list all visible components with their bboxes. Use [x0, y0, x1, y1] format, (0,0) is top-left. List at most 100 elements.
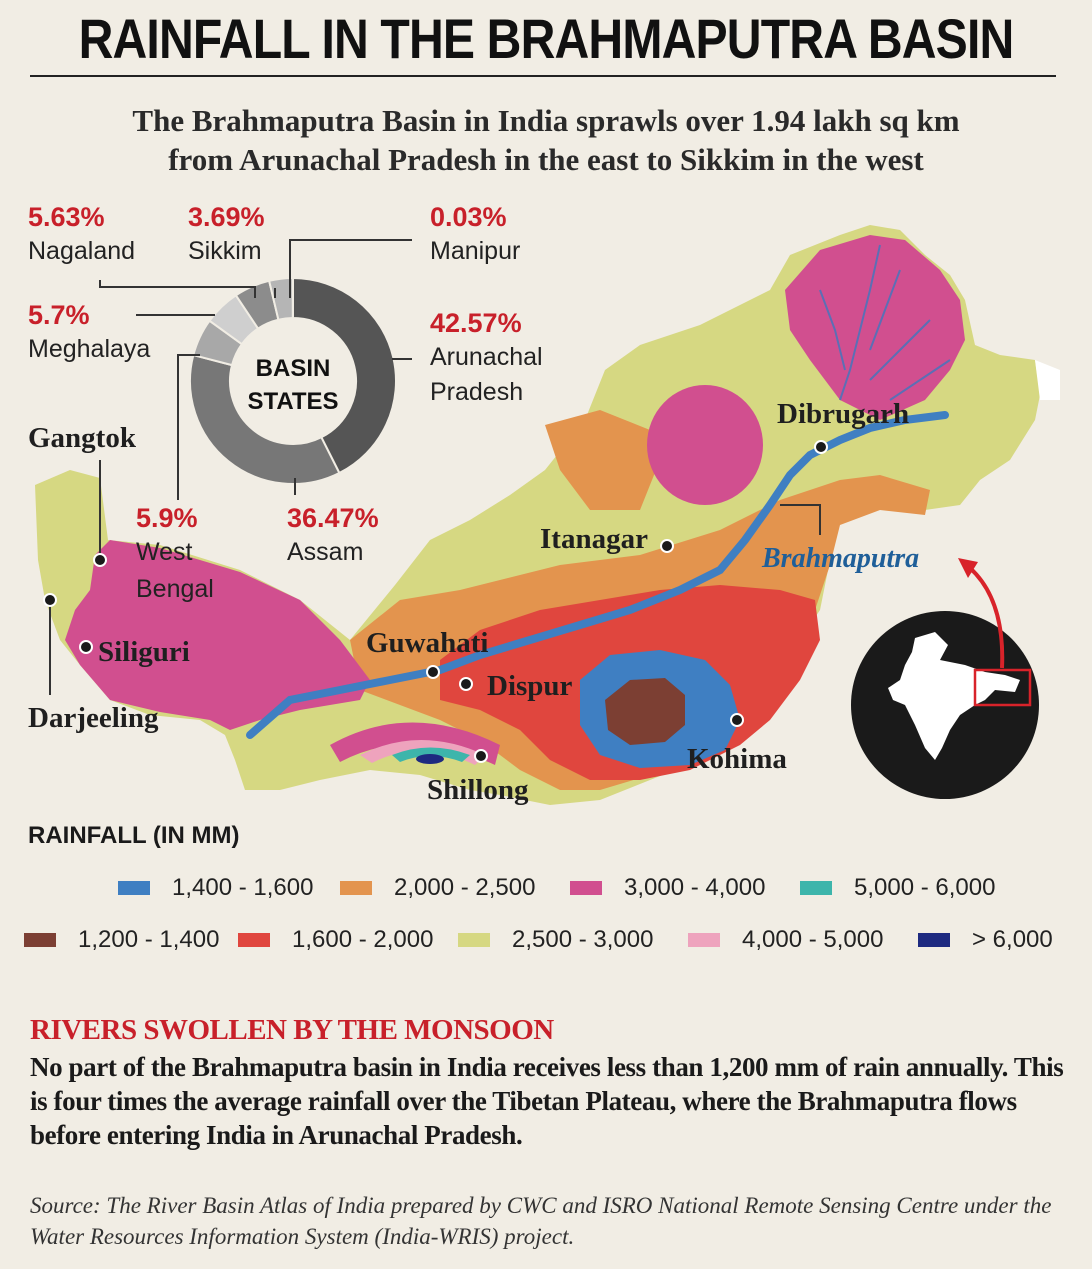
rain-zone-3000-4000-northeast — [785, 235, 965, 420]
city-dot-itanagar — [660, 539, 674, 553]
subtitle-line-2: from Arunachal Pradesh in the east to Si… — [168, 142, 924, 177]
state-percent: 5.63% — [28, 202, 105, 232]
city-label-itanagar: Itanagar — [540, 523, 648, 555]
legend-swatch — [118, 881, 150, 895]
state-name: Meghalaya — [28, 335, 151, 363]
city-dot-shillong — [474, 749, 488, 763]
river-label-brahmaputra: Brahmaputra — [762, 543, 920, 574]
rain-zone-4000-5000 — [360, 740, 485, 765]
donut-slice-assam — [189, 353, 341, 485]
legend-swatch — [918, 933, 950, 947]
legend-label: 1,200 - 1,400 — [78, 926, 220, 953]
state-name-line-1: West — [136, 538, 193, 566]
legend-label: 4,000 - 5,000 — [742, 926, 884, 953]
city-markers — [43, 440, 828, 763]
legend-item: 1,400 - 1,600 — [118, 874, 313, 902]
state-name-line-2: Pradesh — [430, 378, 524, 406]
tributary-network — [819, 244, 951, 401]
state-percent: 3.69% — [188, 202, 265, 232]
legend-item: 1,200 - 1,400 — [24, 926, 219, 954]
state-name: Sikkim — [188, 237, 262, 265]
state-name-line-1: Arunachal — [430, 343, 543, 371]
state-name-line-2: Bengal — [136, 575, 214, 603]
city-label-dispur: Dispur — [487, 670, 573, 702]
donut-hole — [231, 319, 355, 443]
legend-label: > 6,000 — [972, 926, 1053, 953]
city-label-guwahati: Guwahati — [366, 627, 489, 659]
leader-line-west-bengal — [177, 354, 200, 500]
rain-zone-3000-4000-west — [65, 540, 370, 730]
city-dot-guwahati — [426, 665, 440, 679]
legend-item: 5,000 - 6,000 — [800, 874, 995, 902]
legend-item: 2,500 - 3,000 — [458, 926, 653, 954]
leader-line-nagaland — [99, 280, 256, 298]
state-percent: 0.03% — [430, 202, 507, 232]
legend-label: 5,000 - 6,000 — [854, 874, 996, 901]
state-label-arunachal-pradesh: 42.57% Arunachal Pradesh — [430, 308, 543, 411]
state-label-nagaland: 5.63% Nagaland — [28, 202, 135, 270]
legend-title: RAINFALL (IN MM) — [28, 822, 240, 849]
city-label-dibrugarh: Dibrugarh — [777, 398, 910, 430]
rain-zone-1200-1400 — [605, 678, 685, 745]
state-percent: 5.9% — [136, 503, 198, 533]
legend-swatch — [24, 933, 56, 947]
legend-item: 2,000 - 2,500 — [340, 874, 535, 902]
state-label-meghalaya: 5.7% Meghalaya — [28, 300, 150, 368]
legend-swatch — [458, 933, 490, 947]
inset-pointer-arrowhead — [958, 558, 978, 578]
leader-line-manipur — [289, 239, 412, 298]
legend-label: 2,000 - 2,500 — [394, 874, 536, 901]
city-dot-dispur — [459, 677, 473, 691]
state-percent: 36.47% — [287, 503, 379, 533]
india-inset-highlight-box — [973, 668, 1032, 707]
subtitle-line-1: The Brahmaputra Basin in India sprawls o… — [132, 103, 960, 138]
donut-center-line-1: BASIN — [255, 355, 331, 382]
legend-item: > 6,000 — [918, 926, 1053, 954]
title-divider — [30, 75, 1056, 77]
city-label-siliguri: Siliguri — [98, 636, 190, 668]
donut-center-label: BASIN STATES — [233, 352, 353, 418]
city-dot-dibrugarh — [814, 440, 828, 454]
legend-label: 1,400 - 1,600 — [172, 874, 314, 901]
state-label-sikkim: 3.69% Sikkim — [188, 202, 265, 270]
city-label-shillong: Shillong — [427, 774, 529, 806]
state-label-assam: 36.47% Assam — [287, 503, 379, 571]
legend-item: 1,600 - 2,000 — [238, 926, 433, 954]
rain-zone-above-6000 — [416, 754, 444, 764]
donut-center-line-2: STATES — [247, 388, 339, 415]
state-label-manipur: 0.03% Manipur — [430, 202, 520, 270]
section-title: RIVERS SWOLLEN BY THE MONSOON — [30, 1014, 554, 1046]
basin-east-edge — [1035, 360, 1060, 400]
city-dot-kohima — [730, 713, 744, 727]
donut-slice-arunachal-pradesh — [292, 276, 397, 475]
page-title: RAINFALL IN THE BRAHMAPUTRA BASIN — [78, 7, 1015, 70]
legend-swatch — [800, 881, 832, 895]
legend-label: 3,000 - 4,000 — [624, 874, 766, 901]
legend-item: 3,000 - 4,000 — [570, 874, 765, 902]
legend-swatch — [570, 881, 602, 895]
rain-zone-3000-4000-central — [647, 385, 763, 505]
legend-label: 1,600 - 2,000 — [292, 926, 434, 953]
state-label-west-bengal: 5.9% West Bengal — [136, 503, 214, 608]
india-inset-outline — [888, 632, 1020, 760]
legend-swatch — [340, 881, 372, 895]
city-label-kohima: Kohima — [687, 743, 787, 775]
brahmaputra-river — [246, 411, 949, 739]
city-label-gangtok: Gangtok — [28, 422, 136, 454]
state-percent: 42.57% — [430, 308, 522, 338]
donut-leader-lines — [49, 239, 821, 695]
state-percent: 5.7% — [28, 300, 90, 330]
city-dot-darjeeling — [43, 593, 57, 607]
leader-line-brahmaputra — [780, 504, 821, 535]
source-note: Source: The River Basin Atlas of India p… — [30, 1193, 1052, 1249]
inset-pointer-arrow — [968, 566, 1005, 669]
legend-swatch — [688, 933, 720, 947]
rain-zone-2000-2500-north — [545, 410, 660, 510]
city-dot-gangtok — [93, 553, 107, 567]
state-name: Nagaland — [28, 237, 136, 265]
state-name: Assam — [287, 538, 364, 566]
state-name: Manipur — [430, 237, 521, 265]
city-dot-siliguri — [79, 640, 93, 654]
legend-item: 4,000 - 5,000 — [688, 926, 883, 954]
